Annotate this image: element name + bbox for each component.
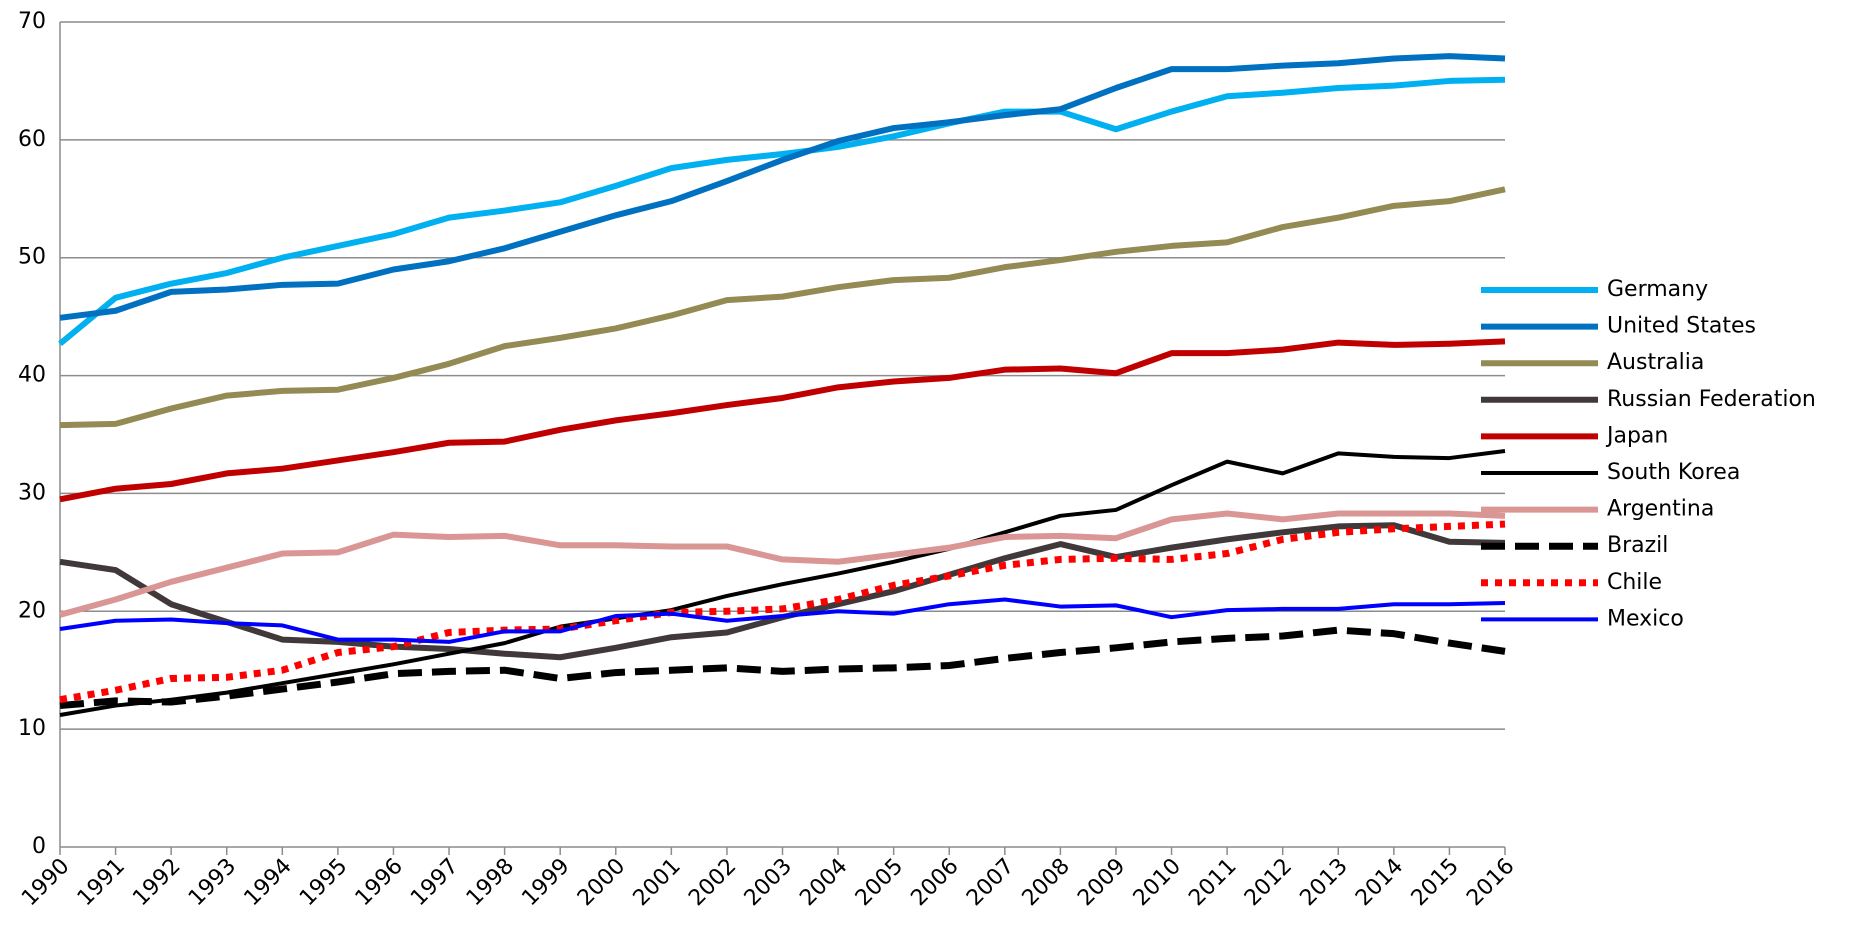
legend-label: Argentina <box>1607 497 1714 522</box>
y-tick-label: 20 <box>18 598 46 623</box>
legend-label: Russian Federation <box>1607 387 1816 412</box>
x-tick-label: 2013 <box>1295 854 1352 911</box>
x-tick-label: 2014 <box>1351 854 1408 911</box>
legend-label: South Korea <box>1607 460 1740 485</box>
x-tick-label: 1993 <box>184 854 241 911</box>
legend-label: Chile <box>1607 570 1662 595</box>
legend-label: Japan <box>1605 423 1668 448</box>
legend-label: Brazil <box>1607 533 1668 558</box>
x-tick-label: 2000 <box>573 854 630 911</box>
y-tick-label: 0 <box>32 834 46 859</box>
x-tick-label: 2009 <box>1073 854 1130 911</box>
y-tick-label: 40 <box>18 363 46 388</box>
x-tick-label: 2002 <box>684 854 741 911</box>
x-tick-label: 2008 <box>1018 854 1075 911</box>
x-tick-label: 2011 <box>1184 854 1241 911</box>
legend-label: Australia <box>1607 350 1704 375</box>
x-tick-label: 2010 <box>1129 854 1186 911</box>
x-tick-label: 2012 <box>1240 854 1297 911</box>
series-line <box>59 520 1506 704</box>
legend-label: Germany <box>1607 277 1708 302</box>
y-tick-label: 50 <box>18 245 46 270</box>
x-tick-label: 2001 <box>629 854 686 911</box>
series-line <box>59 186 1506 429</box>
series-line <box>59 597 1506 644</box>
x-tick-label: 1994 <box>240 854 297 911</box>
x-tick-label: 1995 <box>295 854 352 911</box>
series-line <box>59 53 1506 321</box>
series-line <box>59 338 1506 503</box>
y-tick-label: 60 <box>18 127 46 152</box>
x-tick-label: 1998 <box>462 854 519 911</box>
y-tick-label: 30 <box>18 480 46 505</box>
x-tick-label: 2016 <box>1462 854 1519 911</box>
x-tick-label: 2005 <box>851 854 908 911</box>
x-tick-label: 1999 <box>517 854 574 911</box>
series-line <box>59 626 1506 710</box>
x-tick-label: 1991 <box>73 854 130 911</box>
x-tick-label: 2015 <box>1407 854 1464 911</box>
y-tick-label: 70 <box>18 9 46 34</box>
series-line <box>58 76 1506 347</box>
series-line <box>59 449 1506 717</box>
legend-label: Mexico <box>1607 606 1684 631</box>
x-tick-label: 1997 <box>406 854 463 911</box>
x-tick-label: 2004 <box>795 854 852 911</box>
x-tick-label: 1996 <box>351 854 408 911</box>
x-tick-label: 1992 <box>128 854 185 911</box>
x-tick-label: 2003 <box>740 854 797 911</box>
series-line <box>59 510 1506 618</box>
x-tick-label: 2006 <box>906 854 963 911</box>
legend-label: United States <box>1607 314 1756 339</box>
x-tick-label: 2007 <box>962 854 1019 911</box>
y-tick-label: 10 <box>18 716 46 741</box>
x-tick-label: 1990 <box>17 854 74 911</box>
